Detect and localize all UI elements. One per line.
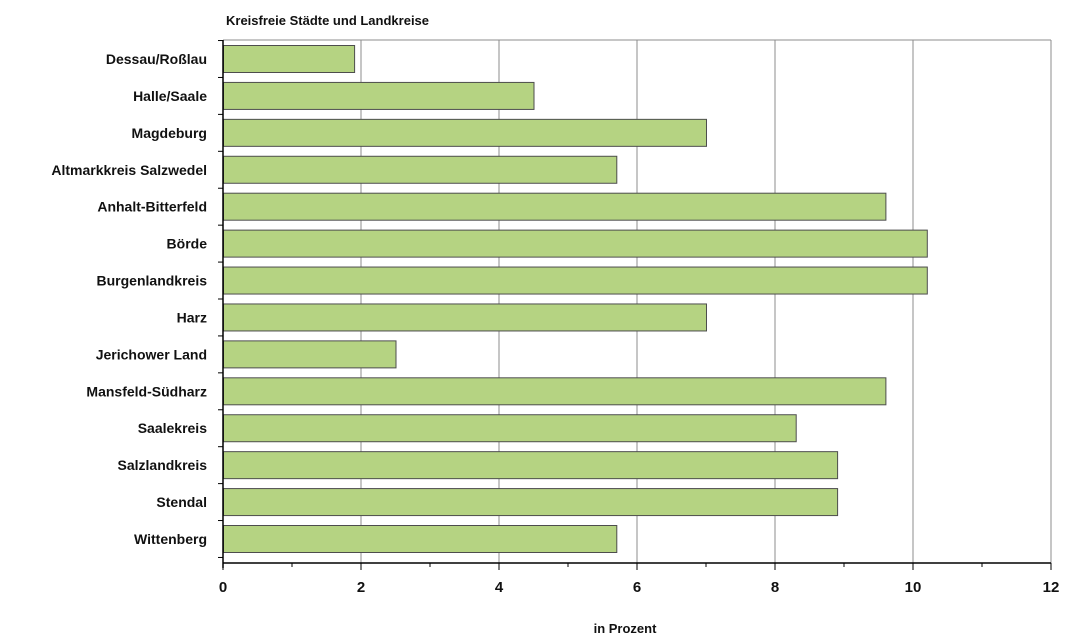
bar: [223, 192, 887, 221]
category-label: Halle/Saale: [133, 88, 207, 104]
x-tick-label: 0: [219, 579, 227, 596]
category-label: Börde: [167, 236, 208, 252]
bar: [223, 414, 797, 443]
bar: [223, 266, 928, 295]
category-label: Burgenlandkreis: [97, 273, 208, 289]
category-label: Anhalt-Bitterfeld: [97, 199, 207, 215]
category-label: Magdeburg: [132, 125, 207, 141]
x-tick-label: 8: [771, 579, 779, 596]
category-label: Wittenberg: [134, 531, 207, 547]
category-label: Salzlandkreis: [118, 457, 208, 473]
category-label: Jerichower Land: [96, 346, 207, 362]
x-tick-label: 2: [357, 579, 365, 596]
x-axis-label: in Prozent: [594, 621, 658, 636]
category-label: Dessau/Roßlau: [106, 51, 207, 67]
x-ticks: 0 2 4 6 8 10 12: [219, 563, 1060, 596]
bar: [223, 229, 928, 258]
gridlines: [360, 40, 914, 563]
bars: [223, 45, 928, 553]
bar: [223, 45, 356, 73]
x-tick-label: 12: [1043, 579, 1060, 596]
category-labels: Dessau/Roßlau Halle/Saale Magdeburg Altmark…: [51, 51, 207, 547]
category-label: Mansfeld-Südharz: [86, 383, 207, 399]
x-tick-label: 6: [633, 579, 641, 596]
x-tick-label: 10: [905, 579, 922, 596]
bar: [223, 377, 887, 406]
bar: [223, 81, 535, 110]
bar: [223, 340, 397, 369]
bar: [223, 155, 618, 184]
x-tick-label: 4: [495, 579, 504, 596]
bar: [223, 525, 618, 553]
bar: [223, 451, 839, 480]
bar: [223, 488, 839, 517]
bar: [223, 303, 707, 332]
chart-subtitle: Kreisfreie Städte und Landkreise: [226, 13, 429, 28]
category-label: Harz: [177, 309, 207, 325]
category-label: Altmarkkreis Salzwedel: [51, 162, 207, 178]
category-label: Saalekreis: [138, 420, 207, 436]
category-label: Stendal: [156, 494, 207, 510]
bar: [223, 118, 707, 147]
